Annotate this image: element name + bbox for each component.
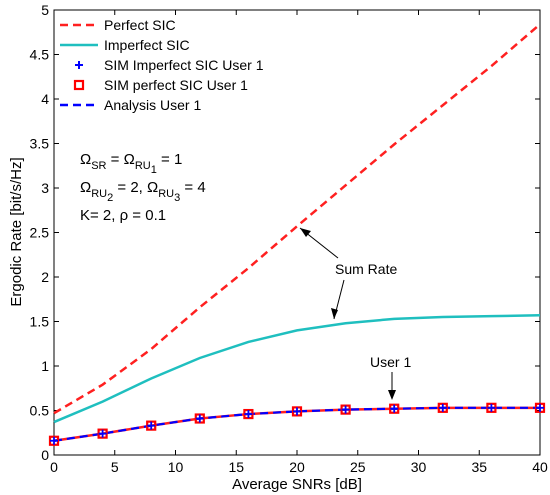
parameter-block: ΩSR = ΩRU1 = 1 ΩRU2 = 2, ΩRU3 = 4 K= 2, … [80, 151, 206, 224]
x-tick-label: 10 [168, 459, 184, 475]
legend-item: Perfect SIC [60, 17, 176, 33]
sim-imperfect-sic-marker [293, 407, 301, 416]
y-tick-label: 5 [41, 2, 49, 18]
legend-item: SIM Imperfect SIC User 1 [75, 57, 264, 73]
param-line-2: ΩRU2 = 2, ΩRU3 = 4 [80, 179, 206, 204]
y-axis-label: Ergodic Rate [bit/s/Hz] [8, 157, 25, 306]
param-line-1: ΩSR = ΩRU1 = 1 [80, 151, 182, 176]
legend: Perfect SIC Imperfect SIC SIM Imperfect SI… [60, 17, 264, 113]
y-tick-label: 1.5 [30, 314, 50, 330]
y-tick-label: 0 [41, 447, 49, 463]
series-analysis-user1-line [53, 406, 540, 442]
x-tick-label: 15 [228, 459, 244, 475]
user1-annotation: User 1 [370, 354, 411, 400]
sim-imperfect-sic-marker [390, 404, 399, 413]
legend-label: SIM Imperfect SIC User 1 [104, 57, 264, 73]
x-tick-label: 30 [411, 459, 427, 475]
sim-imperfect-sic-marker [244, 410, 253, 419]
sum-rate-label: Sum Rate [335, 261, 397, 277]
x-tick-label: 5 [111, 459, 119, 475]
legend-label: Imperfect SIC [104, 37, 190, 53]
sum-rate-arrowhead-2 [331, 308, 338, 319]
series-imperfect-sic-line [53, 314, 541, 424]
x-tick-label: 20 [289, 459, 305, 475]
x-tick-label: 0 [50, 459, 58, 475]
param-line-3: K= 2, ρ = 0.1 [80, 207, 166, 224]
plot-frame [53, 9, 541, 456]
user1-arrowhead [388, 390, 396, 400]
y-tick-label: 0.5 [30, 403, 50, 419]
series-perfect-sic-line [53, 23, 541, 415]
legend-swatch [73, 79, 85, 91]
user1-label: User 1 [370, 354, 411, 370]
sim-imperfect-sic-marker [147, 421, 156, 430]
y-tick-label: 2 [41, 269, 49, 285]
x-tick-label: 25 [350, 459, 366, 475]
legend-item: Analysis User 1 [60, 97, 201, 113]
sim-imperfect-sic-marker [195, 414, 204, 423]
legend-label: Analysis User 1 [104, 97, 201, 113]
y-tick-label: 4.5 [30, 47, 50, 63]
axis-ticks: 0 5 10 15 20 25 30 35 40 0 0.5 1 1.5 2 2.5 3 3.5 4 4.5 5 [30, 2, 548, 475]
sim-imperfect-sic-marker [438, 403, 447, 412]
y-tick-label: 3 [41, 180, 49, 196]
legend-item: SIM perfect SIC User 1 [73, 77, 248, 93]
sim-imperfect-sic-marker [536, 403, 544, 412]
sim-imperfect-sic-marker [487, 403, 496, 412]
x-axis-label: Average SNRs [dB] [232, 476, 362, 493]
sim-imperfect-sic-marker [341, 405, 350, 414]
series-layer [48, 23, 546, 446]
sum-rate-annotation: Sum Rate [299, 227, 397, 320]
legend-label: Perfect SIC [104, 17, 176, 33]
y-tick-label: 1 [41, 358, 49, 374]
x-tick-label: 35 [471, 459, 487, 475]
legend-item: Imperfect SIC [60, 37, 190, 53]
legend-swatch [75, 61, 83, 69]
sim-imperfect-sic-marker [98, 429, 107, 438]
y-tick-label: 3.5 [30, 136, 50, 152]
x-tick-label: 40 [532, 459, 548, 475]
y-tick-label: 4 [41, 91, 49, 107]
legend-label: SIM perfect SIC User 1 [104, 77, 248, 93]
sim-imperfect-sic-marker [50, 436, 58, 445]
y-tick-label: 2.5 [30, 225, 50, 241]
sum-rate-arrowhead-1 [300, 228, 311, 237]
